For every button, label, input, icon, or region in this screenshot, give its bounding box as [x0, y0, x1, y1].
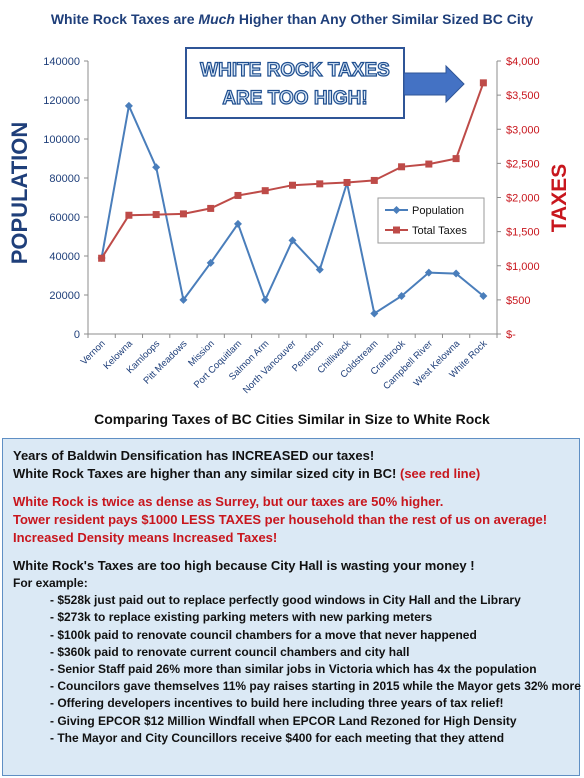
info-panel: Years of Baldwin Densification has INCRE… — [2, 438, 581, 776]
population-point — [233, 219, 242, 228]
population-point — [206, 258, 215, 267]
population-point — [397, 291, 406, 300]
y-axis-left-label: POPULATION — [7, 122, 32, 265]
chart-title: White Rock Taxes are Much Higher than An… — [51, 11, 534, 27]
y-right-tick-label: $3,000 — [506, 124, 540, 136]
x-axis-label: Comparing Taxes of BC Cities Similar in … — [94, 411, 490, 427]
y-right-tick-label: $2,500 — [506, 158, 540, 170]
info-list-item: - $528k just paid out to replace perfect… — [50, 593, 521, 608]
taxes-point — [425, 160, 433, 168]
population-point — [315, 265, 324, 274]
population-point — [452, 269, 461, 278]
taxes-point — [289, 181, 296, 189]
info-see-red-line: (see red line) — [399, 466, 481, 481]
y-left-tick-label: 20000 — [49, 290, 80, 302]
info-for-example: For example: — [13, 576, 88, 590]
taxes-point — [398, 163, 406, 171]
population-point — [261, 295, 270, 304]
population-point — [288, 236, 297, 245]
info-line-densification: Years of Baldwin Densification has INCRE… — [13, 448, 375, 463]
y-left-tick-label: 40000 — [49, 251, 80, 263]
chart-panel: White Rock Taxes are Much Higher than An… — [7, 11, 571, 427]
y-right-tick-label: $4,000 — [506, 56, 540, 68]
legend-population-marker — [392, 206, 401, 214]
annotation-line1: WHITE ROCK TAXES — [200, 60, 390, 81]
info-list-item: - $100k paid to renovate council chamber… — [50, 627, 477, 642]
taxes-point — [452, 155, 460, 163]
info-list-item: - Councilors gave themselves 11% pay rai… — [50, 679, 581, 694]
info-list-item: - Giving EPCOR $12 Million Windfall when… — [50, 713, 517, 728]
info-line-wasting: White Rock's Taxes are too high because … — [13, 558, 475, 573]
y-axis-right-label: TAXES — [548, 164, 571, 232]
population-point — [179, 295, 188, 304]
info-list-item: - $360k paid to renovate current council… — [50, 644, 410, 659]
info-line-increased: Increased Density means Increased Taxes! — [13, 530, 278, 545]
y-left-tick-label: 100000 — [43, 134, 80, 146]
population-point — [124, 101, 133, 110]
taxes-point — [98, 254, 106, 262]
y-left-tick-label: 120000 — [43, 95, 80, 107]
info-list-item: - The Mayor and City Councillors receive… — [50, 730, 505, 745]
taxes-point — [179, 210, 187, 218]
y-right-tick-label: $- — [506, 329, 516, 341]
info-line-tower: Tower resident pays $1000 LESS TAXES per… — [13, 512, 548, 527]
legend-taxes-label: Total Taxes — [412, 225, 467, 237]
legend-taxes-marker — [393, 226, 400, 234]
taxes-point — [370, 176, 378, 184]
annotation-arrow — [403, 64, 465, 104]
y-right-tick-label: $2,000 — [506, 193, 540, 205]
info-list-item: - Senior Staff paid 26% more than simila… — [50, 662, 537, 677]
annotation-box — [185, 47, 405, 119]
info-list-item: - Offering developers incentives to buil… — [50, 696, 504, 711]
legend-population-label: Population — [412, 205, 464, 217]
y-left-tick-label: 80000 — [49, 173, 80, 185]
y-right-tick-label: $1,000 — [506, 261, 540, 273]
annotation-line2: ARE TOO HIGH! — [222, 88, 367, 109]
y-right-tick-label: $1,500 — [506, 227, 540, 239]
population-point — [424, 268, 433, 277]
taxes-point — [261, 187, 269, 195]
info-list-item: - $273k to replace existing parking mete… — [50, 610, 433, 625]
taxes-point — [125, 211, 133, 219]
population-point — [370, 309, 379, 318]
taxes-point — [343, 178, 351, 186]
chart-series — [97, 79, 488, 318]
annotation-callout: WHITE ROCK TAXES ARE TOO HIGH! — [185, 47, 465, 119]
info-line-higher-taxes: White Rock Taxes are higher than any sim… — [13, 465, 569, 483]
taxes-point — [479, 79, 487, 87]
y-left-tick-label: 60000 — [49, 212, 80, 224]
info-higher-taxes-text: White Rock Taxes are higher than any sim… — [13, 466, 400, 481]
taxes-point — [152, 211, 160, 219]
population-point — [152, 163, 161, 172]
y-right-tick-label: $500 — [506, 295, 530, 307]
y-right-tick-label: $3,500 — [506, 90, 540, 102]
taxes-point — [316, 180, 324, 188]
info-line-density: White Rock is twice as dense as Surrey, … — [13, 494, 444, 509]
legend: Population Total Taxes — [377, 197, 485, 244]
y-left-tick-label: 140000 — [43, 56, 80, 68]
population-point — [479, 291, 488, 300]
chart-svg: White Rock Taxes are Much Higher than An… — [7, 11, 571, 427]
taxes-point — [234, 191, 242, 199]
y-left-tick-label: 0 — [74, 329, 80, 341]
legend-box — [377, 197, 485, 244]
taxes-point — [207, 204, 215, 212]
